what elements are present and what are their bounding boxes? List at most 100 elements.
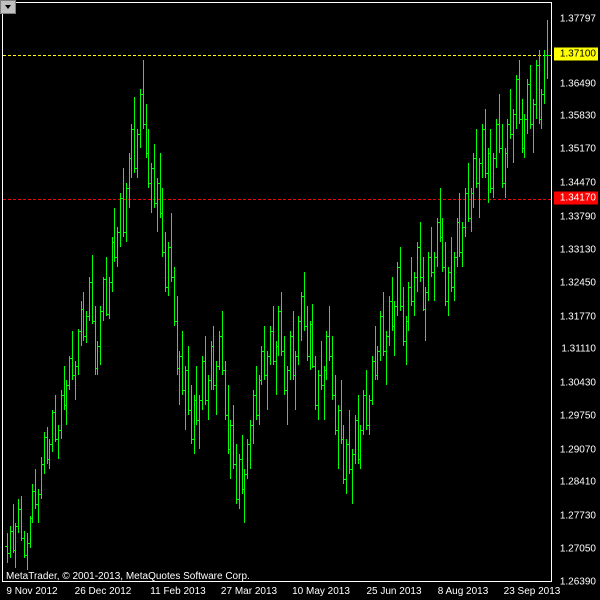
price-bar xyxy=(160,153,161,217)
price-bar xyxy=(7,533,8,563)
price-bar xyxy=(188,346,189,415)
price-bar xyxy=(171,213,172,282)
price-bar xyxy=(454,252,455,301)
price-bar xyxy=(539,50,540,124)
price-bar xyxy=(375,326,376,380)
chart-menu-dropdown[interactable] xyxy=(0,0,16,14)
price-bar xyxy=(403,287,404,346)
price-bar xyxy=(208,375,209,419)
price-bar xyxy=(324,366,325,420)
price-bar xyxy=(389,296,390,345)
price-bar xyxy=(417,242,418,291)
price-bar xyxy=(137,129,138,178)
price-bar xyxy=(326,331,327,380)
price-bar xyxy=(431,227,432,276)
price-bar xyxy=(462,222,463,266)
y-tick-label: 1.35830 xyxy=(560,111,596,122)
price-bar xyxy=(533,99,534,153)
price-bar xyxy=(194,395,195,454)
price-bar xyxy=(522,99,523,153)
price-bar xyxy=(30,516,31,548)
price-bar xyxy=(397,262,398,316)
y-tick-label: 1.31770 xyxy=(560,311,596,322)
y-tick-label: 1.37797 xyxy=(560,14,596,25)
price-bar xyxy=(27,533,28,570)
price-bar xyxy=(485,109,486,178)
price-bar xyxy=(544,50,545,104)
price-bar xyxy=(440,188,441,242)
price-bar xyxy=(513,109,514,163)
price-bar xyxy=(103,277,104,321)
price-bar xyxy=(490,129,491,193)
price-bar xyxy=(536,60,537,119)
price-bar xyxy=(465,188,466,237)
chart-container: 1.377971.364901.358301.351701.344701.337… xyxy=(0,0,600,600)
price-bar xyxy=(233,405,234,469)
price-bar xyxy=(457,218,458,267)
price-bar xyxy=(24,531,25,558)
price-bar xyxy=(222,311,223,375)
price-bar xyxy=(428,252,429,301)
price-bar xyxy=(165,232,166,291)
price-bar xyxy=(35,469,36,508)
price-bar xyxy=(230,420,231,479)
price-bar xyxy=(301,292,302,341)
price-bar xyxy=(284,336,285,395)
price-bar xyxy=(420,222,421,281)
level-line xyxy=(3,55,551,56)
price-bar xyxy=(154,144,155,208)
price-bar xyxy=(92,255,93,324)
chart-plot-area[interactable] xyxy=(2,2,552,582)
price-bar xyxy=(527,79,528,133)
price-bar xyxy=(174,267,175,326)
price-bar xyxy=(338,405,339,469)
price-bar xyxy=(473,153,474,207)
price-bar xyxy=(225,361,226,420)
price-bar xyxy=(15,523,16,567)
price-bar xyxy=(547,20,548,79)
price-bar xyxy=(295,351,296,410)
price-bar xyxy=(213,326,214,390)
price-bar xyxy=(406,316,407,365)
price-bar xyxy=(202,356,203,410)
x-tick-label: 8 Aug 2013 xyxy=(438,586,489,597)
price-bar xyxy=(411,257,412,306)
price-bar xyxy=(61,390,62,439)
y-tick-label: 1.33130 xyxy=(560,244,596,255)
price-bar xyxy=(148,129,149,188)
price-bar xyxy=(524,114,525,158)
price-bar xyxy=(386,331,387,385)
x-tick-label: 26 Dec 2012 xyxy=(75,586,132,597)
price-bar xyxy=(100,306,101,365)
price-bar xyxy=(182,331,183,395)
price-bar xyxy=(151,163,152,212)
x-tick-label: 11 Feb 2013 xyxy=(150,586,205,597)
price-bar xyxy=(332,336,333,400)
price-bar xyxy=(437,218,438,267)
price-bar xyxy=(123,168,124,237)
price-bar xyxy=(13,504,14,553)
price-bar xyxy=(459,193,460,257)
price-bar xyxy=(264,326,265,380)
price-bar xyxy=(131,124,132,178)
price-bar xyxy=(442,218,443,272)
price-bar xyxy=(488,148,489,202)
y-tick-label: 1.27050 xyxy=(560,544,596,555)
price-bar xyxy=(451,237,452,291)
price-bar xyxy=(205,336,206,405)
price-bar xyxy=(281,292,282,356)
price-bar xyxy=(380,311,381,360)
price-bar xyxy=(290,331,291,380)
price-bar xyxy=(358,395,359,464)
price-bar xyxy=(120,193,121,247)
price-bar xyxy=(482,124,483,178)
copyright-text: MetaTrader, © 2001-2013, MetaQuotes Soft… xyxy=(6,571,250,582)
price-bar xyxy=(423,257,424,311)
price-tag: 1.37100 xyxy=(554,47,598,60)
price-bar xyxy=(259,375,260,424)
price-bar xyxy=(346,439,347,493)
price-bar xyxy=(32,484,33,523)
price-bar xyxy=(109,277,110,319)
y-tick-label: 1.27730 xyxy=(560,510,596,521)
price-bar xyxy=(146,104,147,158)
